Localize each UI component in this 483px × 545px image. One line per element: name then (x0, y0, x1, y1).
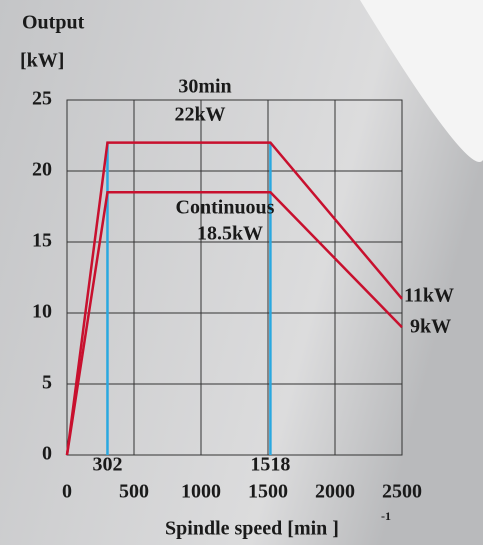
x-axis-label-sup: -1 (381, 509, 391, 523)
y-tick-label: 25 (32, 88, 52, 110)
x-tick-label: 500 (119, 481, 149, 503)
y-tick-label: 10 (32, 301, 52, 323)
y-tick-label: 0 (42, 443, 52, 465)
y-tick-label: 5 (42, 372, 52, 394)
series-name: 30min (178, 76, 231, 98)
x-tick-label: 0 (62, 481, 72, 503)
y-tick-label: 15 (32, 230, 52, 252)
y-axis-unit: [kW] (20, 50, 64, 72)
speed-marker-label: 302 (92, 454, 122, 476)
series-name: Continuous (176, 197, 275, 219)
annotation: 11kW (404, 285, 454, 307)
x-axis-label: Spindle speed [min ] (165, 518, 339, 540)
annotation: 22kW (174, 104, 225, 126)
x-tick-label: 2500 (382, 481, 422, 503)
speed-marker-label: 1518 (250, 454, 290, 476)
series-line (65, 191, 403, 456)
background-highlight (360, 0, 483, 162)
x-tick-label: 1000 (181, 481, 221, 503)
y-tick-label: 20 (32, 159, 52, 181)
x-tick-label: 2000 (315, 481, 355, 503)
annotation: 18.5kW (197, 223, 263, 245)
series-line (65, 141, 403, 456)
x-tick-label: 1500 (248, 481, 288, 503)
y-axis-label: Output (22, 12, 85, 34)
annotation: 9kW (410, 316, 451, 338)
